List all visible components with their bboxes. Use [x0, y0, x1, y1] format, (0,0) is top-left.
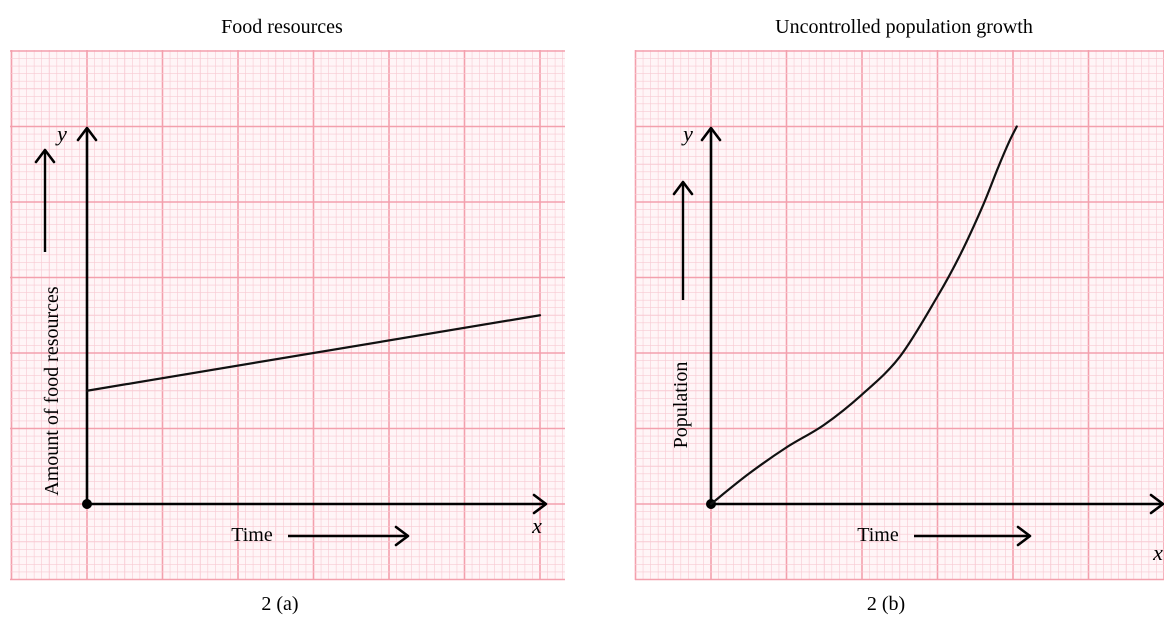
graph-paper-grid [634, 50, 1164, 581]
y-axis-letter: y [55, 121, 67, 146]
series-line-0 [85, 314, 542, 392]
x-axis-arrowhead [532, 493, 548, 515]
series-layer [709, 125, 1018, 506]
y-direction-arrow [34, 148, 56, 252]
chart-caption: 2 (b) [867, 593, 905, 615]
axes [76, 126, 548, 515]
panel-food-resources: Food resources y x Amount of food resour… [10, 16, 565, 615]
x-direction-arrow [288, 525, 410, 547]
panel-population-growth: Uncontrolled population growth y x Popul… [634, 16, 1164, 615]
y-direction-arrowhead [672, 180, 694, 196]
series-layer [85, 314, 542, 392]
x-axis-arrowhead [1149, 493, 1164, 515]
y-axis-arrowhead [76, 126, 98, 142]
y-direction-arrow [672, 180, 694, 300]
x-axis-label: Time [857, 524, 899, 546]
series-line-0 [709, 125, 1018, 506]
x-axis-letter: x [531, 513, 542, 538]
y-axis-label: Amount of food resources [41, 286, 63, 496]
y-axis-letter: y [681, 121, 693, 146]
x-axis-letter: x [1152, 540, 1163, 565]
x-direction-arrowhead [394, 525, 410, 547]
y-direction-arrowhead [34, 148, 56, 164]
chart-caption: 2 (a) [261, 593, 298, 615]
x-direction-arrow [914, 525, 1032, 547]
chart-title: Food resources [221, 16, 343, 38]
y-axis-arrowhead [700, 126, 722, 142]
graph-paper-grid [10, 50, 565, 581]
y-axis-label: Population [670, 362, 692, 449]
x-direction-arrowhead [1016, 525, 1032, 547]
origin-dot [82, 499, 92, 509]
x-axis-label: Time [231, 524, 273, 546]
chart-title: Uncontrolled population growth [775, 16, 1033, 38]
